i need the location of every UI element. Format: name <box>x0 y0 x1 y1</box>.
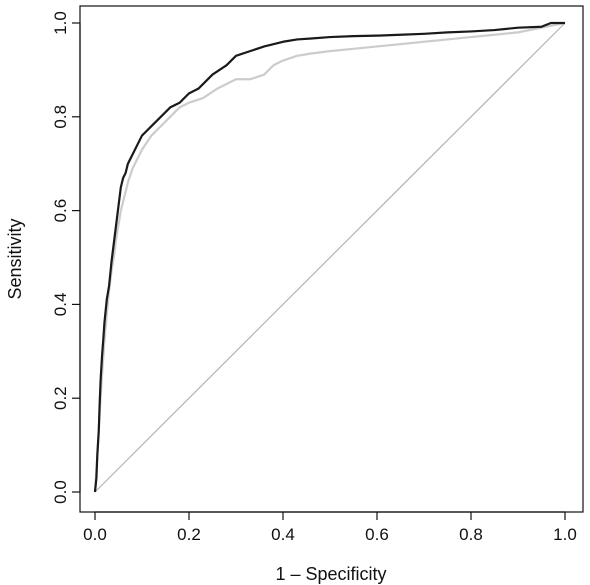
plot-frame <box>79 5 584 513</box>
y-tick-label: 0.6 <box>51 199 70 223</box>
reference-diagonal-line <box>94 22 566 493</box>
x-tick-label: 0.8 <box>459 525 483 544</box>
x-tick-label: 0.2 <box>177 525 201 544</box>
y-tick-label: 0.8 <box>51 105 70 129</box>
roc-curve-2 <box>93 21 566 493</box>
x-axis-label: 1 – Specificity <box>275 564 386 584</box>
x-tick-label: 0.0 <box>83 525 107 544</box>
roc-curve-1 <box>93 21 565 493</box>
x-tick-label: 0.6 <box>365 525 389 544</box>
y-tick-label: 0.4 <box>51 293 70 317</box>
y-tick-label: 0.2 <box>51 386 70 410</box>
x-tick-label: 1.0 <box>553 525 577 544</box>
y-tick-label: 1.0 <box>51 11 70 35</box>
reference-layer <box>94 22 566 493</box>
series-layer <box>93 21 566 493</box>
axes-layer: 0.0 0.2 0.4 0.6 0.8 1.0 0.0 0.2 0.4 0.6 0.8 1.0 <box>51 11 577 544</box>
y-tick-label: 0.0 <box>51 480 70 504</box>
x-tick-label: 0.4 <box>271 525 295 544</box>
y-axis-label: Sensitivity <box>5 218 25 299</box>
